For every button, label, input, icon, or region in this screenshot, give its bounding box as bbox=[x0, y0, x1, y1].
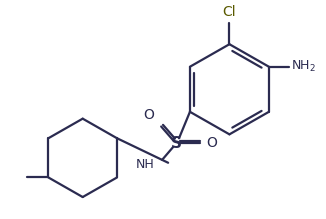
Text: Cl: Cl bbox=[223, 5, 236, 19]
Text: O: O bbox=[206, 136, 217, 150]
Text: S: S bbox=[170, 136, 182, 151]
Text: NH$_2$: NH$_2$ bbox=[291, 59, 316, 74]
Text: O: O bbox=[143, 108, 154, 122]
Text: NH: NH bbox=[136, 158, 154, 171]
